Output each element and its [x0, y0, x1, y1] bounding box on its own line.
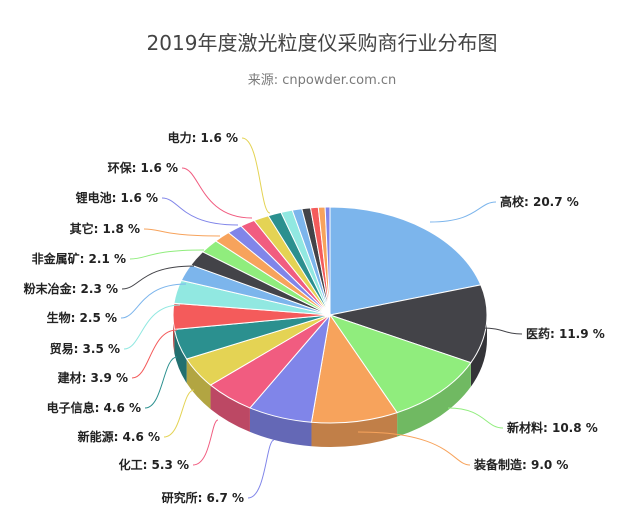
slice-label-12: 非金属矿: 2.1 % — [32, 251, 126, 266]
label-connector-10 — [120, 283, 187, 319]
slice-label-0: 高校: 20.7 % — [500, 194, 579, 209]
label-connector-0 — [429, 201, 497, 223]
pie-slice-23[interactable] — [324, 206, 331, 316]
slice-label-1: 医药: 11.9 % — [526, 326, 605, 341]
label-connector-14 — [161, 197, 239, 226]
label-connector-16 — [241, 137, 271, 214]
label-connector-13 — [143, 228, 221, 237]
label-connector-5 — [192, 419, 219, 466]
slice-label-5: 化工: 5.3 % — [119, 457, 189, 472]
label-connector-2 — [447, 407, 504, 429]
pie-slices — [172, 206, 488, 424]
slice-labels: 高校: 20.7 % 医药: 11.9 % 新材料: 10.8 % 装备制造: 9.0… — [24, 130, 605, 505]
slice-label-8: 建材: 3.9 % — [57, 370, 128, 385]
label-connectors — [120, 137, 523, 499]
pie-side-5 — [210, 385, 250, 432]
slice-label-6: 新能源: 4.6 % — [78, 429, 160, 444]
slice-label-9: 贸易: 3.5 % — [50, 341, 120, 356]
slice-label-14: 锂电池: 1.6 % — [76, 190, 158, 205]
label-connector-9 — [123, 304, 181, 350]
label-connector-15 — [181, 167, 253, 219]
label-connector-7 — [144, 356, 178, 409]
slice-label-16: 电力: 1.6 % — [168, 130, 238, 145]
chart-title: 2019年度激光粒度仪采购商行业分布图 — [147, 31, 498, 55]
pie-side-3 — [311, 412, 398, 447]
pie-slice-0[interactable] — [329, 206, 482, 316]
slice-label-2: 新材料: 10.8 % — [507, 420, 598, 435]
label-connector-4 — [247, 439, 275, 499]
label-connector-11 — [121, 265, 195, 290]
label-connector-1 — [481, 327, 523, 335]
label-connector-12 — [129, 249, 205, 260]
slice-label-3: 装备制造: 9.0 % — [473, 457, 568, 472]
slice-label-4: 研究所: 6.7 % — [162, 490, 244, 505]
slice-label-15: 环保: 1.6 % — [108, 160, 178, 175]
slice-label-11: 粉末冶金: 2.3 % — [24, 281, 118, 296]
slice-label-7: 电子信息: 4.6 % — [47, 400, 141, 415]
pie-side-1 — [470, 315, 487, 387]
pie-slice-1[interactable] — [328, 284, 488, 364]
slice-label-13: 其它: 1.8 % — [70, 221, 140, 236]
pie-side-4 — [249, 407, 312, 447]
pie-slice-3[interactable] — [310, 313, 398, 424]
chart-subtitle: 来源: cnpowder.com.cn — [248, 73, 397, 88]
pie-side-6 — [186, 359, 211, 410]
label-connector-6 — [163, 389, 195, 438]
label-connector-3 — [357, 431, 471, 466]
slice-label-10: 生物: 2.5 % — [47, 310, 117, 325]
label-connector-8 — [131, 329, 178, 379]
pie-slice-2[interactable] — [328, 314, 472, 414]
pie-sides — [173, 315, 487, 447]
pie-side-2 — [397, 362, 471, 437]
pie-side-7 — [174, 329, 187, 384]
